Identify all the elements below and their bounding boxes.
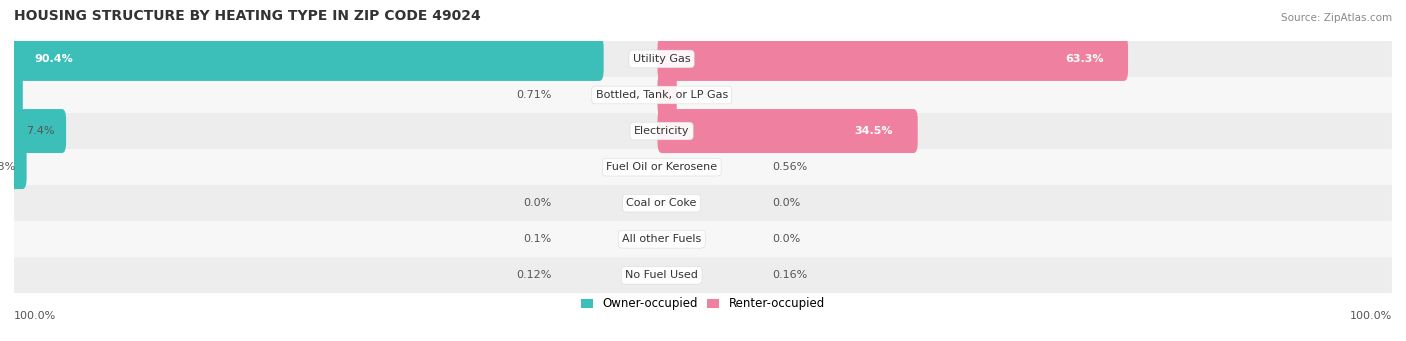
Text: 0.0%: 0.0% — [523, 198, 551, 208]
Text: No Fuel Used: No Fuel Used — [626, 270, 699, 280]
Text: 0.56%: 0.56% — [772, 162, 807, 172]
Text: Utility Gas: Utility Gas — [633, 54, 690, 64]
Text: 0.12%: 0.12% — [516, 270, 551, 280]
Text: Electricity: Electricity — [634, 126, 689, 136]
FancyBboxPatch shape — [14, 77, 1392, 113]
FancyBboxPatch shape — [14, 257, 1392, 293]
FancyBboxPatch shape — [14, 149, 1392, 185]
Text: 1.5%: 1.5% — [679, 90, 707, 100]
Text: 63.3%: 63.3% — [1064, 54, 1104, 64]
FancyBboxPatch shape — [14, 113, 1392, 149]
FancyBboxPatch shape — [10, 37, 603, 81]
Text: 0.0%: 0.0% — [772, 198, 800, 208]
FancyBboxPatch shape — [658, 37, 1128, 81]
Text: Coal or Coke: Coal or Coke — [627, 198, 697, 208]
Legend: Owner-occupied, Renter-occupied: Owner-occupied, Renter-occupied — [576, 293, 830, 315]
Text: Fuel Oil or Kerosene: Fuel Oil or Kerosene — [606, 162, 717, 172]
Text: Bottled, Tank, or LP Gas: Bottled, Tank, or LP Gas — [596, 90, 728, 100]
FancyBboxPatch shape — [14, 221, 1392, 257]
Text: 1.3%: 1.3% — [0, 162, 15, 172]
Text: 0.0%: 0.0% — [772, 234, 800, 244]
FancyBboxPatch shape — [14, 185, 1392, 221]
FancyBboxPatch shape — [658, 109, 918, 153]
Text: 0.1%: 0.1% — [523, 234, 551, 244]
Text: 90.4%: 90.4% — [35, 54, 73, 64]
Text: All other Fuels: All other Fuels — [621, 234, 702, 244]
Text: 0.71%: 0.71% — [516, 90, 551, 100]
Text: 34.5%: 34.5% — [855, 126, 893, 136]
FancyBboxPatch shape — [14, 41, 1392, 77]
Text: 0.16%: 0.16% — [772, 270, 807, 280]
FancyBboxPatch shape — [10, 145, 27, 189]
Text: 7.4%: 7.4% — [27, 126, 55, 136]
FancyBboxPatch shape — [10, 73, 22, 117]
Text: 100.0%: 100.0% — [14, 311, 56, 321]
Text: 100.0%: 100.0% — [1350, 311, 1392, 321]
Text: HOUSING STRUCTURE BY HEATING TYPE IN ZIP CODE 49024: HOUSING STRUCTURE BY HEATING TYPE IN ZIP… — [14, 9, 481, 23]
FancyBboxPatch shape — [10, 109, 66, 153]
Text: Source: ZipAtlas.com: Source: ZipAtlas.com — [1281, 13, 1392, 23]
FancyBboxPatch shape — [658, 73, 676, 117]
